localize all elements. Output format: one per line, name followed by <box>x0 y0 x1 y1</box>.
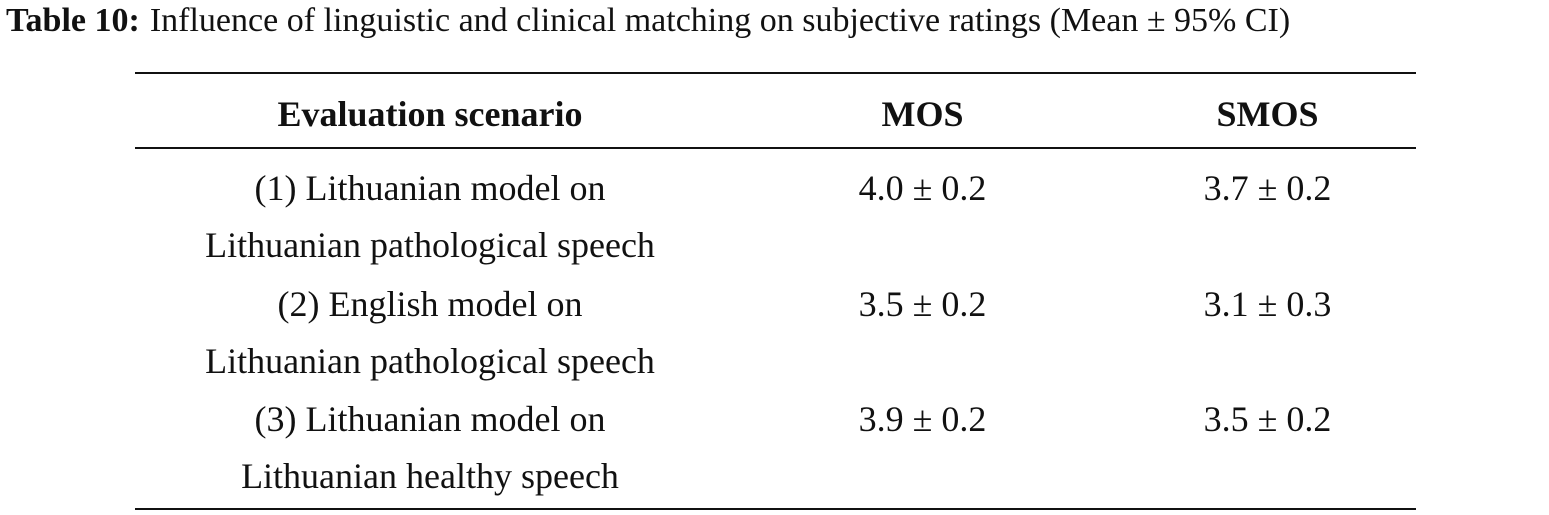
smos-cell: 3.1 ± 0.3 <box>1203 283 1332 324</box>
scenario-line: (3) Lithuanian model on <box>254 399 606 439</box>
smos-cell: 3.5 ± 0.2 <box>1203 399 1332 439</box>
table-caption: Table 10: Influence of linguistic and cli… <box>6 2 1290 40</box>
mid-rule <box>135 147 1416 149</box>
scenario-line: Lithuanian healthy speech <box>241 456 619 496</box>
scenario-line: Lithuanian pathological speech <box>205 225 655 265</box>
caption-text: Influence of linguistic and clinical mat… <box>149 2 1291 39</box>
smos-cell: 3.7 ± 0.2 <box>1203 168 1332 208</box>
scenario-line: (1) Lithuanian model on <box>254 168 606 208</box>
header-cell: SMOS <box>1216 94 1319 134</box>
header-cell: MOS <box>881 94 964 134</box>
scenario-line: Lithuanian pathological speech <box>205 340 655 381</box>
mos-cell: 3.9 ± 0.2 <box>858 399 987 439</box>
header-cell: Evaluation scenario <box>277 94 583 134</box>
scenario-line: (2) English model on <box>277 283 583 324</box>
top-rule <box>135 72 1416 74</box>
mos-cell: 4.0 ± 0.2 <box>858 168 987 208</box>
bottom-rule <box>135 508 1416 510</box>
caption-label: Table 10: <box>6 2 140 39</box>
mos-cell: 3.5 ± 0.2 <box>858 283 987 324</box>
